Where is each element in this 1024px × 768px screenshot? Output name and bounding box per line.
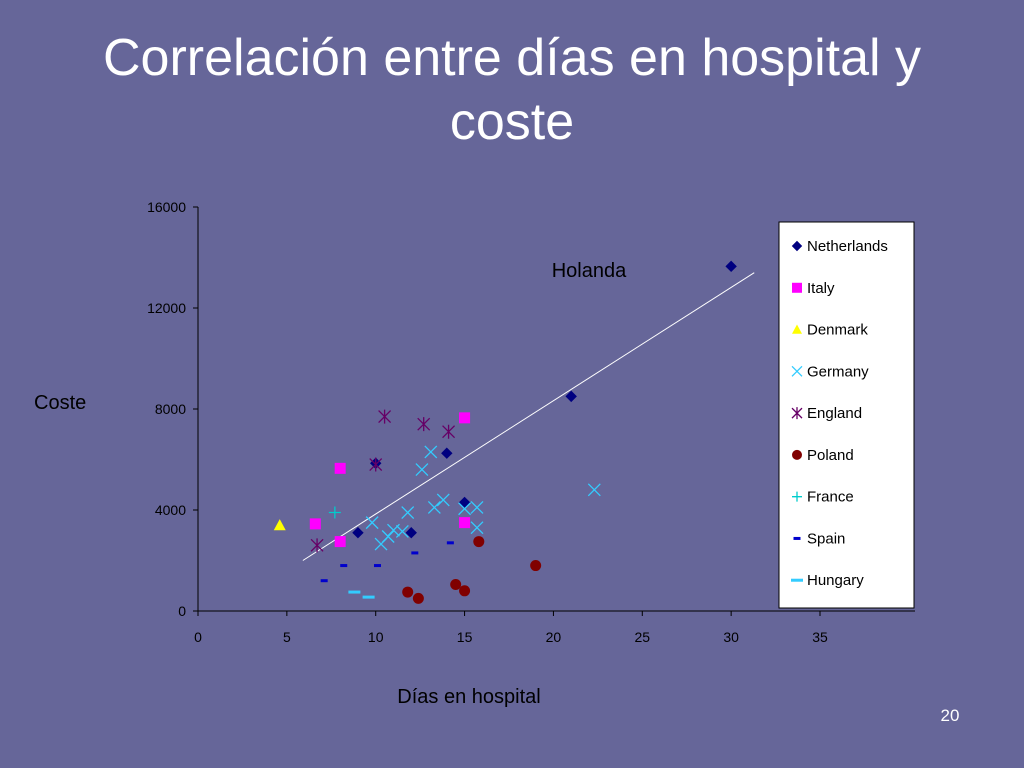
legend-marker-netherlands xyxy=(791,240,803,252)
point-germany xyxy=(381,530,395,543)
point-italy xyxy=(309,518,321,530)
slide-title-line-2: coste xyxy=(449,93,575,151)
legend-marker-germany xyxy=(791,365,803,377)
legend-label-england: England xyxy=(807,405,862,422)
point-italy xyxy=(334,462,346,474)
point-germany xyxy=(436,493,450,507)
point-spain xyxy=(340,564,348,568)
legend-marker-italy xyxy=(792,282,802,293)
point-germany xyxy=(395,525,409,538)
point-england xyxy=(369,457,383,472)
legend-label-germany: Germany xyxy=(807,363,869,380)
point-denmark xyxy=(273,519,286,531)
point-spain xyxy=(411,551,419,555)
legend-marker-denmark xyxy=(792,324,802,334)
x-tick-label: 5 xyxy=(283,629,291,645)
point-england xyxy=(378,409,392,424)
y-tick-label: 8000 xyxy=(155,401,186,417)
point-italy xyxy=(334,536,346,548)
x-axis-label: Días en hospital xyxy=(397,686,540,708)
point-netherlands xyxy=(405,527,417,539)
point-poland xyxy=(459,585,471,597)
point-spain xyxy=(373,564,381,568)
point-england xyxy=(310,538,324,553)
point-spain xyxy=(446,541,454,545)
point-germany xyxy=(470,521,484,535)
slide-title-line-1: Correlación entre días en hospital y xyxy=(102,29,921,87)
point-germany xyxy=(365,516,379,530)
point-germany xyxy=(401,506,415,519)
legend-marker-england xyxy=(791,407,803,420)
point-poland xyxy=(402,586,414,598)
point-netherlands xyxy=(565,390,577,403)
legend-marker-hungary xyxy=(791,578,803,582)
point-netherlands xyxy=(458,496,471,509)
legend-label-hungary: Hungary xyxy=(807,572,864,589)
point-poland xyxy=(473,536,485,548)
point-italy xyxy=(459,412,471,424)
legend-marker-poland xyxy=(792,449,802,460)
legend-marker-spain xyxy=(793,536,801,540)
point-england xyxy=(442,424,456,439)
x-tick-label: 10 xyxy=(368,629,384,645)
point-hungary xyxy=(362,595,375,599)
legend-marker-france xyxy=(792,491,802,502)
annotation-label: Holanda xyxy=(552,260,627,282)
x-tick-label: 25 xyxy=(634,629,650,645)
x-tick-label: 20 xyxy=(546,629,562,645)
y-axis-label: Coste xyxy=(34,392,86,414)
point-poland xyxy=(530,560,542,572)
point-germany xyxy=(427,501,441,514)
x-tick-label: 0 xyxy=(194,629,202,645)
point-germany xyxy=(587,483,601,497)
legend-label-italy: Italy xyxy=(807,280,835,297)
x-tick-label: 30 xyxy=(723,629,739,645)
x-tick-label: 15 xyxy=(457,629,473,645)
point-france xyxy=(328,506,341,519)
point-germany xyxy=(470,501,484,514)
point-germany xyxy=(424,445,438,459)
trendline xyxy=(302,272,755,561)
legend-label-poland: Poland xyxy=(807,447,854,464)
y-tick-label: 16000 xyxy=(147,199,186,215)
point-germany xyxy=(458,502,472,516)
point-england xyxy=(417,417,431,432)
legend-label-spain: Spain xyxy=(807,530,845,547)
point-netherlands xyxy=(441,447,453,459)
point-italy xyxy=(459,517,471,529)
slide-number: 20 xyxy=(940,706,960,725)
legend-label-france: France xyxy=(807,489,854,506)
y-tick-label: 12000 xyxy=(147,300,186,316)
point-germany xyxy=(415,463,429,477)
legend-label-netherlands: Netherlands xyxy=(807,238,888,255)
point-netherlands xyxy=(725,260,737,273)
point-hungary xyxy=(348,590,361,594)
y-tick-label: 0 xyxy=(178,603,186,619)
x-tick-label: 35 xyxy=(812,629,828,645)
slide-title: Correlación entre días en hospital y cos… xyxy=(40,26,984,154)
y-tick-label: 4000 xyxy=(155,502,186,518)
point-spain xyxy=(320,579,328,583)
point-poland xyxy=(450,578,462,590)
point-poland xyxy=(412,592,424,604)
point-netherlands xyxy=(352,527,364,539)
legend-label-denmark: Denmark xyxy=(807,322,868,339)
